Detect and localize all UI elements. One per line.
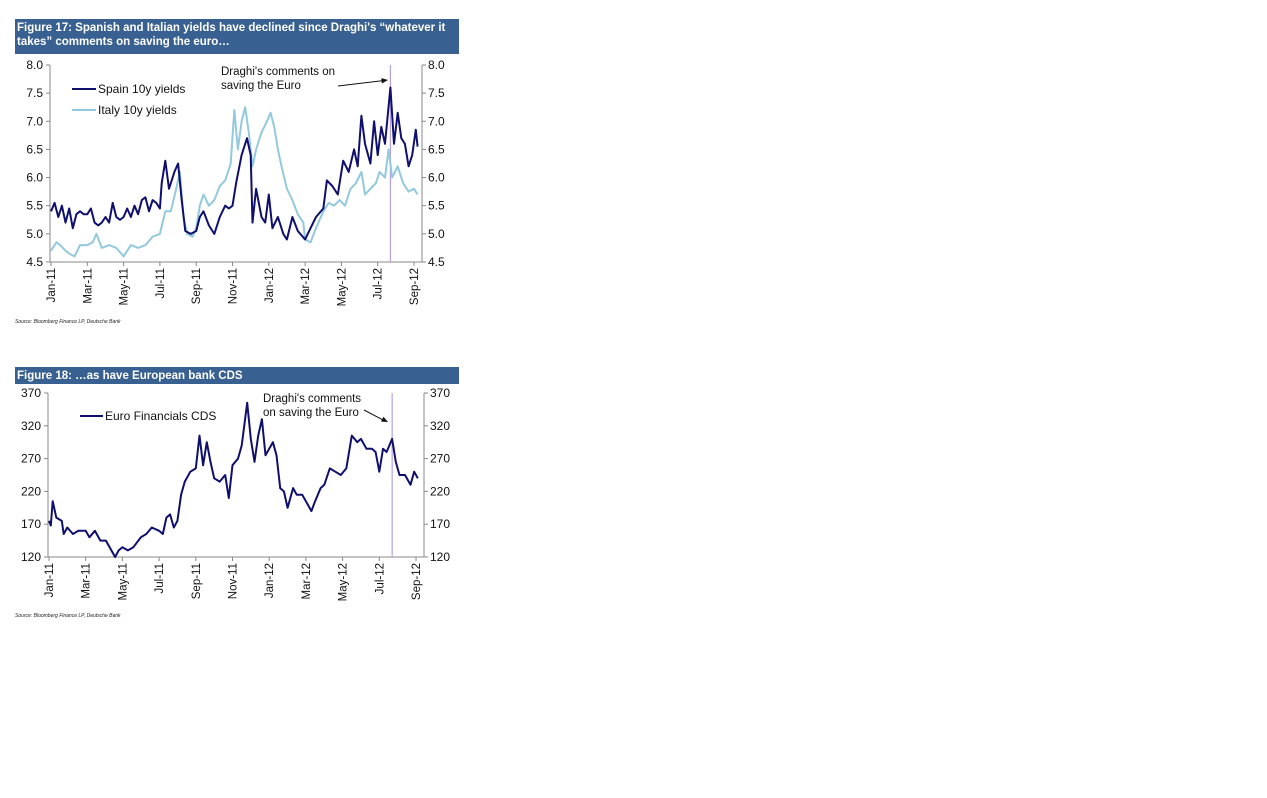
y-tick-label-left: 7.5 [26, 86, 43, 100]
y-tick-label-right: 120 [430, 550, 450, 564]
series-line-spain-10y-yields [50, 86, 419, 241]
annotation-arrow [363, 409, 384, 421]
x-tick-label: Sep-12 [411, 563, 423, 600]
x-tick-label: Sep-11 [191, 563, 203, 599]
x-tick-label: May-12 [338, 563, 350, 601]
y-tick-label-left: 8.0 [26, 58, 43, 72]
y-tick-label-right: 7.0 [428, 114, 445, 128]
y-tick-label-left: 7.0 [26, 114, 43, 128]
x-tick-label: May-11 [117, 563, 129, 601]
x-tick-label: Mar-12 [300, 268, 312, 304]
annotation-text: on saving the Euro [263, 407, 359, 419]
legend-label: Spain 10y yields [98, 82, 185, 96]
y-tick-label-right: 220 [430, 484, 450, 498]
annotation-text: Draghi's comments [263, 393, 361, 405]
figure-17-source: Source: Bloomberg Finance LP, Deutsche B… [15, 319, 121, 325]
y-tick-label-right: 370 [430, 386, 450, 400]
x-tick-label: May-11 [119, 268, 131, 306]
y-tick-label-right: 6.0 [428, 171, 445, 185]
y-tick-label-left: 6.0 [26, 171, 43, 185]
y-tick-label-right: 8.0 [428, 58, 445, 72]
x-tick-label: Mar-11 [81, 563, 93, 599]
y-tick-label-right: 7.5 [428, 86, 445, 100]
legend-label: Italy 10y yields [98, 103, 177, 117]
figure-18-source: Source: Bloomberg Finance LP, Deutsche B… [15, 613, 121, 619]
figure-18-title: Figure 18: …as have European bank CDS [15, 367, 459, 384]
arrowhead-icon [381, 416, 388, 422]
y-tick-label-left: 370 [21, 386, 41, 400]
x-tick-label: Jul-11 [155, 268, 167, 298]
y-tick-label-right: 6.5 [428, 142, 445, 156]
annotation-text: saving the Euro [221, 80, 301, 92]
y-tick-label-left: 6.5 [26, 142, 43, 156]
x-tick-label: Mar-11 [82, 268, 94, 304]
arrowhead-icon [381, 78, 388, 84]
y-tick-label-right: 170 [430, 517, 450, 531]
x-tick-label: Sep-11 [191, 268, 203, 304]
y-tick-label-left: 5.0 [26, 227, 43, 241]
y-tick-label-right: 270 [430, 452, 450, 466]
y-tick-label-right: 320 [430, 419, 450, 433]
x-tick-label: Nov-11 [228, 563, 240, 599]
y-tick-label-left: 5.5 [26, 199, 43, 213]
y-tick-label-left: 170 [21, 517, 41, 531]
series-line-italy-10y-yields [50, 106, 419, 258]
annotation-arrow [337, 80, 384, 87]
legend-label: Euro Financials CDS [105, 409, 216, 423]
x-tick-label: Jul-11 [154, 563, 166, 593]
x-tick-label: Jul-12 [373, 268, 385, 299]
x-tick-label: Jan-11 [44, 563, 56, 597]
x-tick-label: May-12 [336, 268, 348, 306]
x-tick-label: Jul-12 [374, 563, 386, 594]
series-line-euro-financials-cds [48, 401, 419, 558]
y-tick-label-right: 4.5 [428, 255, 445, 269]
y-tick-label-left: 120 [21, 550, 41, 564]
annotation-text: Draghi's comments on [221, 66, 335, 78]
y-tick-label-left: 320 [21, 419, 41, 433]
y-tick-label-right: 5.0 [428, 227, 445, 241]
x-tick-label: Nov-11 [228, 268, 240, 304]
y-tick-label-left: 220 [21, 484, 41, 498]
x-tick-label: Sep-12 [409, 268, 421, 305]
y-tick-label-left: 270 [21, 452, 41, 466]
x-tick-label: Jan-12 [264, 268, 276, 303]
x-tick-label: Jan-11 [46, 268, 58, 302]
x-tick-label: Jan-12 [264, 563, 276, 598]
x-tick-label: Mar-12 [301, 563, 313, 599]
y-tick-label-right: 5.5 [428, 199, 445, 213]
figure-17-title: Figure 17: Spanish and Italian yields ha… [15, 19, 459, 54]
y-tick-label-left: 4.5 [26, 255, 43, 269]
